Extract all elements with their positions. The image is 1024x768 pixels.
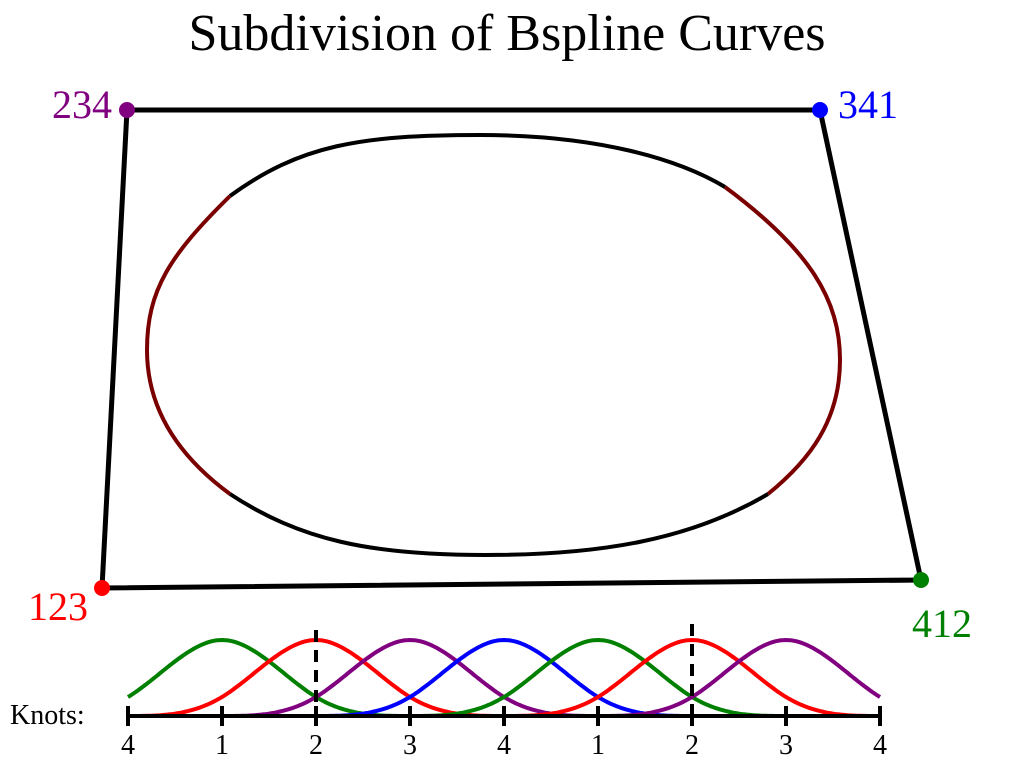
curve-left <box>144 194 232 496</box>
knot-label: 3 <box>403 730 417 761</box>
basis-curve <box>316 637 692 718</box>
curve-right <box>723 185 843 496</box>
knot-ticks: 4 1 2 3 4 1 2 3 4 <box>121 706 887 761</box>
knot-label: 1 <box>215 730 229 761</box>
knots-label: Knots: <box>10 700 85 731</box>
knot-label: 4 <box>873 730 887 761</box>
knot-label: 1 <box>591 730 605 761</box>
title: Subdivision of Bspline Curves <box>188 5 825 62</box>
knot-label: 2 <box>685 730 699 761</box>
knot-label: 4 <box>121 730 135 761</box>
curve-bottom <box>228 492 770 558</box>
vertex-label: 412 <box>912 601 972 646</box>
vertex-label: 234 <box>52 82 112 127</box>
knot-label: 3 <box>779 730 793 761</box>
basis-curve <box>126 637 410 718</box>
basis-curve <box>410 637 786 718</box>
vertex-point <box>913 572 929 588</box>
control-polygon <box>99 107 925 591</box>
basis-functions <box>126 637 882 718</box>
basis-curve <box>504 637 880 718</box>
basis-curve <box>598 637 882 718</box>
vertex-label: 341 <box>838 82 898 127</box>
vertex-label: 123 <box>28 584 88 629</box>
vertex-point <box>812 102 828 118</box>
knot-label: 2 <box>309 730 323 761</box>
basis-curve <box>222 637 598 718</box>
curve-top <box>228 132 727 198</box>
knot-label: 4 <box>497 730 511 761</box>
vertex-point <box>94 580 110 596</box>
vertex-point <box>119 102 135 118</box>
curve <box>144 132 843 558</box>
